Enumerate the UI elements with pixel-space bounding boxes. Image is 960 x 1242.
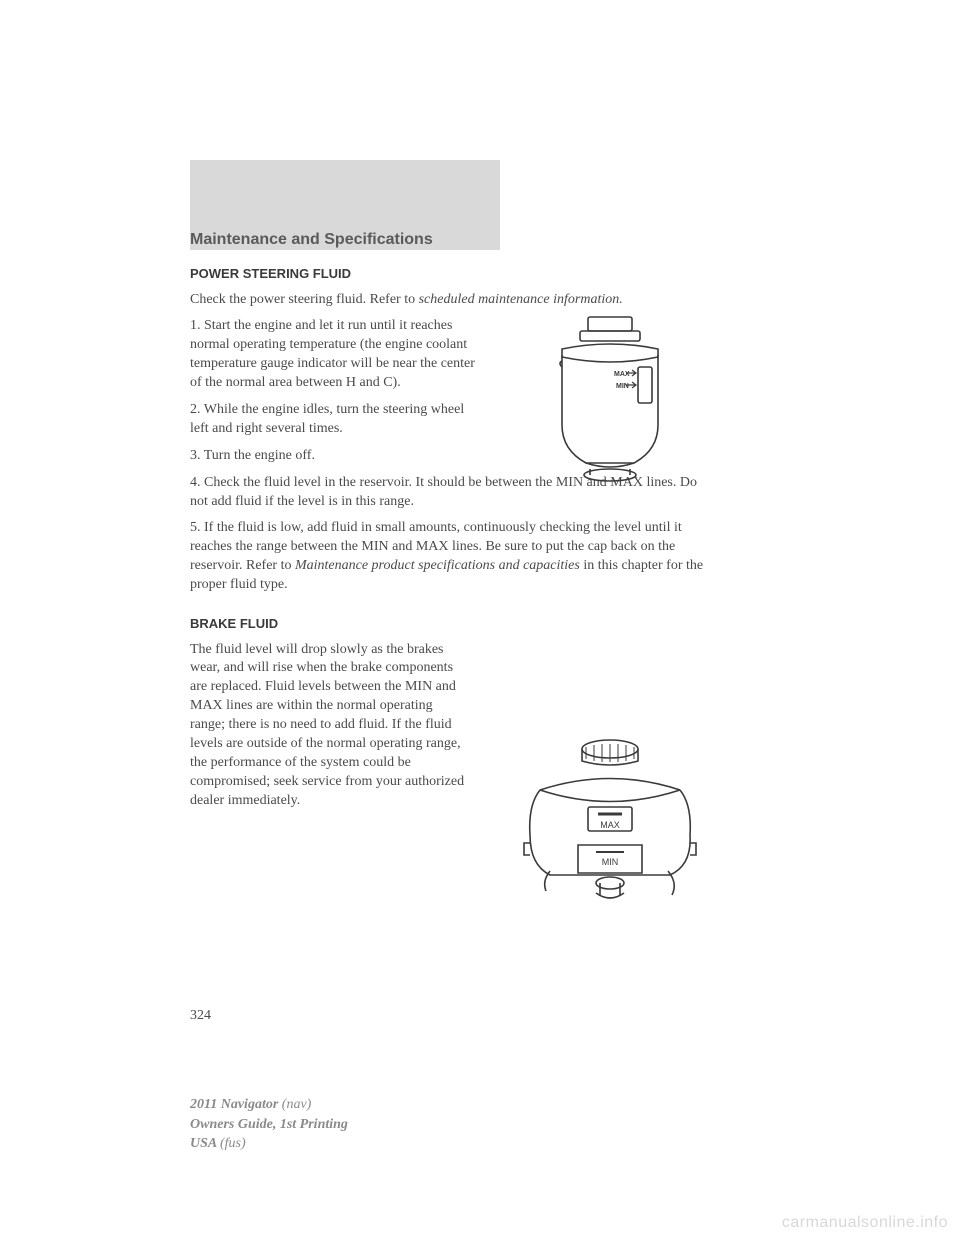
footer-line1: 2011 Navigator (nav) (190, 1095, 348, 1115)
section1-step5: 5. If the fluid is low, add fluid in sma… (190, 519, 710, 595)
footer-line2: Owners Guide, 1st Printing (190, 1115, 348, 1135)
footer: 2011 Navigator (nav) Owners Guide, 1st P… (190, 1095, 348, 1154)
brake-fluid-reservoir-diagram: MAX MIN (500, 735, 720, 920)
page-number: 324 (190, 1008, 211, 1024)
power-steering-reservoir-diagram: MAX MIN (510, 315, 710, 490)
ps-max-label: MAX (614, 371, 630, 378)
section1-step2: 2. While the engine idles, turn the stee… (190, 401, 480, 439)
footer-line3: USA (fus) (190, 1134, 348, 1154)
brake-max-label: MAX (600, 820, 620, 830)
footer-line1-bold: 2011 Navigator (190, 1097, 282, 1112)
section2-heading: BRAKE FLUID (190, 615, 710, 633)
section1-intro-text: Check the power steering fluid. Refer to (190, 292, 419, 307)
section1-heading: POWER STEERING FLUID (190, 265, 710, 283)
section2-para: The fluid level will drop slowly as the … (190, 641, 470, 811)
section1-step5-italic: Maintenance product specifications and c… (295, 558, 580, 573)
footer-line3-bold: USA (190, 1136, 220, 1151)
watermark: carmanualsonline.info (782, 1214, 948, 1232)
footer-line3-rest: (fus) (220, 1136, 246, 1151)
brake-min-label: MIN (602, 857, 619, 867)
section1-intro-italic: scheduled maintenance information. (419, 292, 623, 307)
ps-min-label: MIN (616, 383, 629, 390)
section1-intro: Check the power steering fluid. Refer to… (190, 291, 710, 310)
section1-step1: 1. Start the engine and let it run until… (190, 317, 480, 393)
page-content: POWER STEERING FLUID Check the power ste… (190, 265, 710, 819)
footer-line1-rest: (nav) (282, 1097, 312, 1112)
page-header-title: Maintenance and Specifications (190, 231, 433, 249)
